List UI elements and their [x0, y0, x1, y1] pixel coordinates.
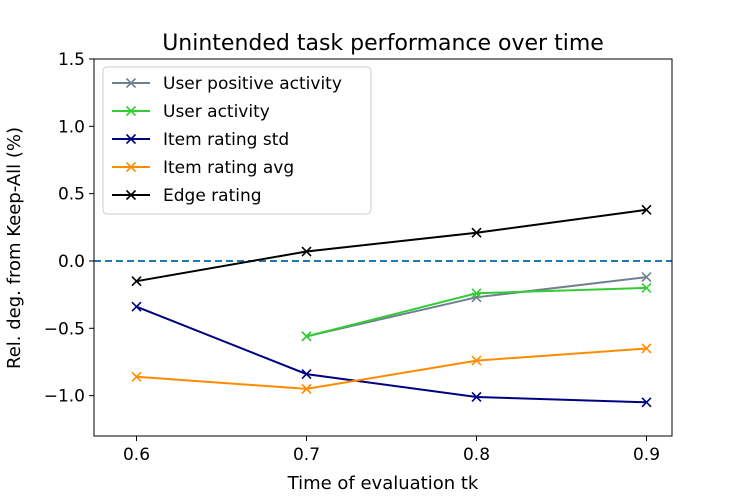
ticks-layer: 0.6 0.7 0.8 0.9 −1.0 −0.5 0.0 0.5 1.0 1.5 [44, 50, 660, 465]
x-axis-label: Time of evaluation tk [287, 473, 479, 494]
y-tick-label: 1.5 [58, 50, 85, 70]
data-point-marker [641, 397, 652, 408]
x-tick-label: 0.7 [293, 445, 320, 465]
series-line [136, 347, 647, 390]
legend: User positive activity User activity Item … [102, 66, 372, 215]
legend-label: User positive activity [163, 74, 342, 94]
data-point-marker [641, 272, 652, 283]
plot-frame [93, 58, 673, 437]
x-tick-label: 0.6 [123, 445, 150, 465]
data-point-marker [471, 227, 482, 238]
data-point-marker [131, 276, 142, 287]
y-tick-label: 1.0 [58, 117, 85, 137]
y-tick-label: 0.5 [58, 185, 85, 205]
data-point-marker [471, 355, 482, 366]
legend-entry: Item rating std [112, 130, 289, 150]
data-point-marker [641, 343, 652, 354]
y-axis-label: Rel. deg. from Keep-All (%) [4, 127, 25, 369]
y-tick-label: −0.5 [44, 319, 85, 339]
series-4 [131, 204, 652, 287]
legend-marker [125, 189, 137, 201]
data-point-marker [131, 371, 142, 382]
legend-marker [125, 105, 137, 117]
y-tick-label: −1.0 [44, 387, 85, 407]
data-point-marker [641, 204, 652, 215]
data-point-marker [471, 391, 482, 403]
series-line [136, 208, 647, 283]
x-tick-label: 0.8 [463, 445, 490, 465]
data-point-marker [301, 368, 312, 380]
legend-label: Item rating std [163, 130, 289, 150]
legend-box [102, 66, 372, 215]
legend-marker [125, 77, 137, 89]
x-tick-label: 0.9 [633, 445, 660, 465]
chart-title: Unintended task performance over time [162, 31, 604, 56]
data-point-marker [301, 383, 312, 394]
series-layer [131, 204, 652, 408]
series-2 [131, 301, 652, 408]
legend-label: Item rating avg [163, 158, 294, 178]
series-line [136, 305, 647, 404]
legend-label: Edge rating [163, 186, 262, 206]
series-1 [301, 282, 652, 342]
data-point-marker [301, 331, 312, 342]
legend-entry: Item rating avg [112, 158, 294, 178]
legend-marker [125, 161, 137, 173]
legend-entry: Edge rating [112, 186, 262, 206]
legend-entry: User activity [112, 102, 270, 122]
series-3 [131, 343, 652, 394]
data-point-marker [471, 288, 482, 299]
data-point-marker [131, 301, 142, 312]
data-point-marker [641, 282, 652, 293]
legend-marker [125, 133, 137, 145]
legend-entry: User positive activity [112, 74, 342, 94]
legend-label: User activity [163, 102, 270, 122]
y-tick-label: 0.0 [58, 252, 85, 272]
data-point-marker [301, 246, 312, 257]
